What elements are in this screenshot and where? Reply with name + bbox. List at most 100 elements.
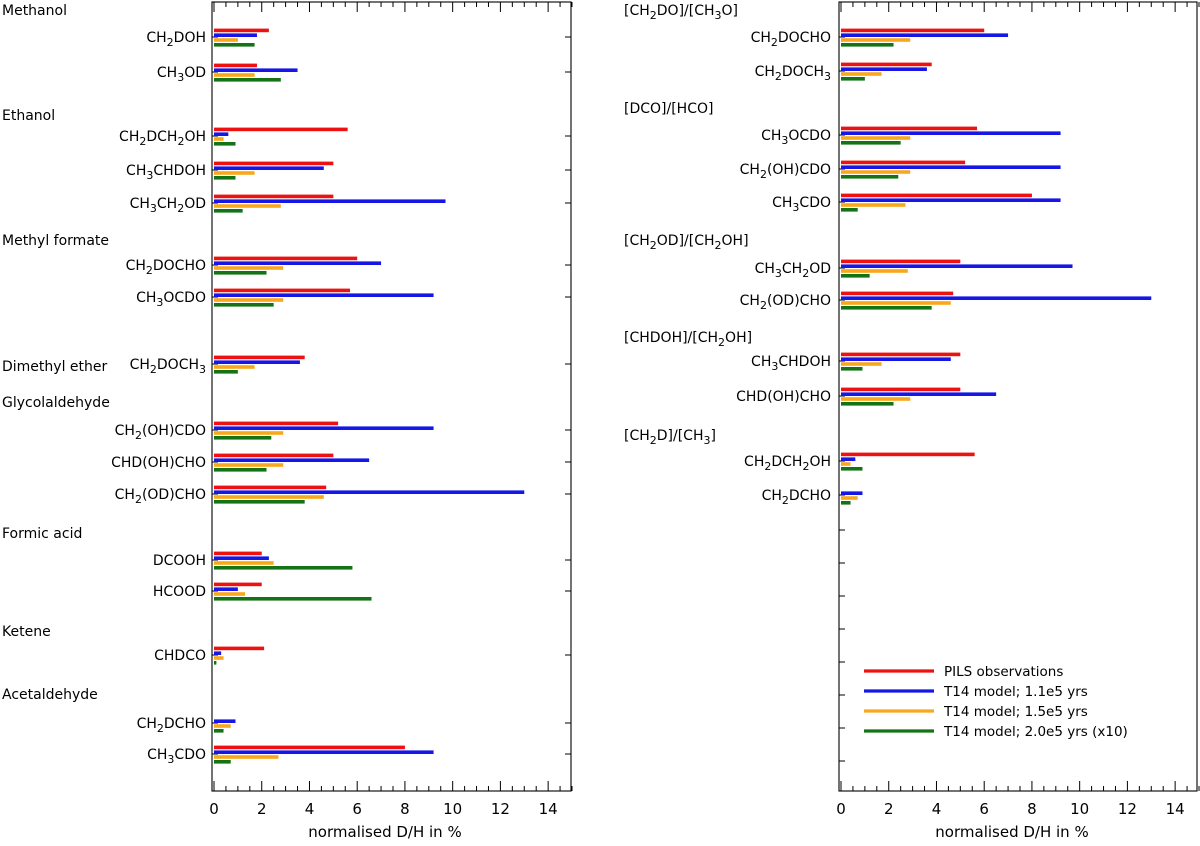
x-tick-label: 6 (352, 800, 362, 818)
bar-ch2dcho-t14-1-5e5 (214, 724, 231, 728)
bar-ch2doch3-t14-1-5e5 (214, 365, 255, 369)
species-label-ch3chdoh: CH3CHDOH (126, 163, 206, 182)
bar-dcooh-pils (214, 551, 262, 556)
x-tick-label: 2 (257, 800, 267, 818)
bar-ch2dcho-t14-1-1e5 (214, 719, 236, 723)
bar-ch2doch3-t14-1-1e5 (214, 360, 300, 364)
bar-ch3od-t14-1-5e5 (214, 73, 255, 77)
bar-ch2-od-cho-pils (841, 291, 954, 296)
species-label-ch3ocdo: CH3OCDO (761, 128, 831, 147)
bar-chd-oh-cho-t14-1-5e5 (214, 463, 284, 467)
x-tick-label: 6 (979, 800, 989, 818)
bar-ch2dch2oh-pils (214, 127, 348, 132)
bar-ch2docho-t14-1-5e5 (214, 266, 284, 270)
bar-chd-oh-cho-t14-2-0e5 (841, 402, 894, 406)
bar-hcood-t14-1-1e5 (214, 587, 238, 591)
x-axis-label: normalised D/H in % (308, 823, 461, 841)
x-tick-label: 14 (539, 800, 558, 818)
x-tick-label: 12 (491, 800, 510, 818)
x-tick-label: 0 (836, 800, 846, 818)
bar-ch2dcho-t14-2-0e5 (841, 501, 851, 505)
bar-ch2docho-t14-1-5e5 (841, 38, 911, 42)
bar-ch2dch2oh-t14-1-1e5 (841, 457, 856, 461)
bar-chdco-pils (214, 646, 265, 651)
bar-ch3ch2od-t14-1-5e5 (841, 269, 908, 273)
species-label-ch2-oh-cdo: CH2(OH)CDO (115, 423, 206, 442)
bar-chd-oh-cho-t14-1-5e5 (841, 397, 911, 401)
species-label-ch2-od-cho: CH2(OD)CHO (115, 487, 206, 506)
legend-label-t14-1-1e5: T14 model; 1.1e5 yrs (943, 684, 1088, 700)
bar-ch3cdo-pils (841, 193, 1032, 198)
bar-dcooh-t14-1-1e5 (214, 556, 269, 560)
chart-legend: PILS observations T14 model; 1.1e5 yrs T14… (864, 664, 1128, 740)
group-label-dco-hco: [DCO]/[HCO] (624, 101, 713, 117)
species-label-ch2docho: CH2DOCHO (126, 258, 206, 277)
group-label-ch2od-ch2oh: [CH2OD]/[CH2OH] (624, 233, 749, 252)
bar-ch3ch2od-pils (841, 259, 961, 264)
x-tick-label: 4 (932, 800, 942, 818)
group-label-ch2d-ch3: [CH2D]/[CH3] (624, 428, 716, 447)
bar-ch2-od-cho-t14-1-1e5 (841, 296, 1152, 300)
bar-ch3od-t14-2-0e5 (214, 78, 281, 82)
bar-ch2doch3-t14-2-0e5 (841, 77, 865, 81)
bar-ch3ch2od-pils (214, 194, 334, 199)
bar-ch2docho-pils (214, 256, 358, 261)
x-axis-label: normalised D/H in % (935, 823, 1088, 841)
bar-ch2dch2oh-t14-1-1e5 (214, 132, 229, 136)
x-tick-label: 14 (1166, 800, 1185, 818)
bar-ch2dch2oh-t14-2-0e5 (214, 142, 236, 146)
group-label-ch2do-ch3o: [CH2DO]/[CH3O] (624, 3, 738, 22)
species-label-ch2dcho: CH2DCHO (137, 716, 206, 735)
bar-ch2dch2oh-pils (841, 452, 975, 457)
x-tick-label: 10 (1070, 800, 1089, 818)
right-panel-functional-groups: 0 2 4 6 8 10 12 14 normalised D/H in % [CH2DO]/[C… (624, 1, 1200, 841)
bar-ch2-od-cho-pils (214, 485, 327, 490)
species-label-ch3cdo: CH3CDO (147, 747, 206, 766)
bar-ch2dcho-t14-1-5e5 (841, 496, 858, 500)
plot-frame (211, 1, 572, 792)
bar-ch2-oh-cdo-t14-1-1e5 (841, 165, 1061, 169)
species-label-ch2dch2oh: CH2DCH2OH (744, 454, 831, 473)
bar-hcood-t14-1-5e5 (214, 592, 246, 596)
bar-ch2docho-t14-2-0e5 (214, 271, 267, 275)
bar-ch2-oh-cdo-t14-1-1e5 (214, 426, 434, 430)
x-tick-label: 8 (400, 800, 410, 818)
group-label-glycolaldehyde: Glycolaldehyde (2, 395, 110, 411)
bar-ch3ocdo-t14-1-5e5 (841, 136, 911, 140)
bar-dcooh-t14-2-0e5 (214, 566, 353, 570)
bar-ch2doch3-t14-2-0e5 (214, 370, 238, 374)
bar-ch3cdo-t14-1-5e5 (214, 755, 279, 759)
bar-ch2-oh-cdo-t14-2-0e5 (841, 175, 899, 179)
x-tick-label: 12 (1118, 800, 1137, 818)
bar-ch2docho-t14-1-1e5 (214, 261, 382, 265)
species-label-chd-oh-cho: CHD(OH)CHO (736, 389, 831, 405)
bar-ch2dch2oh-t14-1-5e5 (841, 462, 851, 466)
species-label-hcood: HCOOD (153, 584, 206, 600)
bar-ch3cdo-t14-1-1e5 (214, 750, 434, 754)
bar-ch2-od-cho-t14-2-0e5 (214, 500, 305, 504)
bar-ch2dch2oh-t14-1-5e5 (214, 137, 224, 141)
bar-ch2doch3-t14-1-5e5 (841, 72, 882, 76)
group-label-formic-acid: Formic acid (2, 526, 82, 542)
bar-chdco-t14-1-1e5 (214, 651, 222, 655)
bar-ch2docho-pils (841, 28, 985, 33)
species-label-chdco: CHDCO (154, 648, 206, 664)
species-label-ch3ch2od: CH3CH2OD (130, 196, 206, 215)
species-label-ch3od: CH3OD (157, 65, 206, 84)
species-label-ch2-od-cho: CH2(OD)CHO (740, 293, 831, 312)
bar-ch3cdo-t14-2-0e5 (841, 208, 858, 212)
species-label-ch2-oh-cdo: CH2(OH)CDO (740, 162, 831, 181)
bar-chdco-t14-2-0e5 (214, 661, 217, 665)
x-tick-label: 0 (209, 800, 219, 818)
species-label-ch2doch3: CH2DOCH3 (755, 64, 831, 83)
species-label-dcooh: DCOOH (153, 553, 206, 569)
bar-ch3chdoh-t14-1-1e5 (841, 357, 951, 361)
group-label-chdoh-ch2oh: [CHDOH]/[CH2OH] (624, 330, 752, 349)
species-label-ch3chdoh: CH3CHDOH (751, 354, 831, 373)
bar-ch3cdo-t14-2-0e5 (214, 760, 231, 764)
bar-ch2-od-cho-t14-1-5e5 (841, 301, 951, 305)
bar-ch3ocdo-t14-1-1e5 (214, 293, 434, 297)
bar-ch3chdoh-t14-1-1e5 (214, 166, 324, 170)
bar-ch2-od-cho-t14-2-0e5 (841, 306, 932, 310)
